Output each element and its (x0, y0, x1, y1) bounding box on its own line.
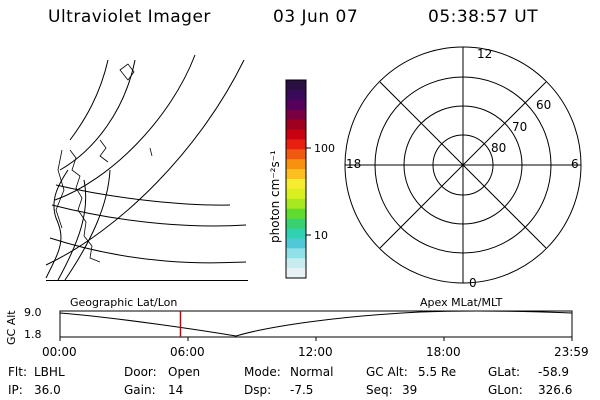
lat-label-60: 60 (536, 98, 552, 112)
colorbar-segment (286, 208, 306, 220)
seq-label: Seq: (366, 383, 393, 397)
flt-value: LBHL (34, 365, 65, 379)
seq-value: 39 (402, 383, 418, 397)
x-tick-2359: 23:59 (554, 345, 589, 359)
apex-label: Apex MLat/MLT (420, 296, 503, 309)
lat-label-80: 80 (491, 141, 507, 155)
x-tick-1200: 12:00 (298, 345, 333, 359)
x-tick-1800: 18:00 (426, 345, 461, 359)
colorbar-segment (286, 258, 306, 269)
colorbar-segment (286, 119, 306, 131)
gc-alt-axis-label: GC Alt (5, 310, 18, 345)
mlt-label-6: 6 (571, 157, 579, 171)
gc-alt-label: GC Alt: (366, 365, 408, 379)
gc-alt-value: 5.5 Re (418, 365, 457, 379)
time-readout: 05:38:57 UT (428, 7, 539, 27)
ip-label: IP: (8, 383, 23, 397)
colorbar-segment (286, 188, 306, 200)
colorbar (286, 80, 306, 279)
colorbar-segment (286, 228, 306, 239)
glat-value: -58.9 (538, 365, 570, 379)
x-tick-0000: 00:00 (42, 345, 77, 359)
glat-label: GLat: (488, 365, 521, 379)
colorbar-segment (286, 179, 306, 190)
date-readout: 03 Jun 07 (273, 7, 359, 27)
colorbar-unit-label: photon cm⁻²s⁻¹ (268, 150, 282, 243)
colorbar-segment (286, 139, 306, 150)
polar-mlt-plot (344, 46, 582, 284)
colorbar-segment (286, 99, 306, 111)
geographic-map (45, 54, 248, 281)
colorbar-segment (286, 89, 306, 101)
door-label: Door: (124, 365, 157, 379)
y-tick-1-8: 1.8 (24, 328, 42, 341)
altitude-curve (59, 310, 573, 337)
colorbar-segment (286, 169, 306, 180)
door-value: Open (168, 365, 201, 379)
colorbar-tick-100: 100 (314, 142, 335, 155)
dsp-label: Dsp: (244, 383, 272, 397)
colorbar-segment (286, 159, 306, 170)
flt-label: Flt: (8, 365, 27, 379)
ip-value: 36.0 (34, 383, 61, 397)
glon-label: GLon: (488, 383, 523, 397)
colorbar-segment (286, 109, 306, 121)
colorbar-tick-10: 10 (314, 229, 328, 242)
glon-value: 326.6 (538, 383, 573, 397)
mode-value: Normal (290, 365, 334, 379)
altitude-timeline (59, 310, 573, 341)
colorbar-segment (286, 80, 306, 91)
colorbar-segment (286, 129, 306, 140)
x-tick-0600: 06:00 (170, 345, 205, 359)
mlt-label-18: 18 (346, 157, 362, 171)
app-title: Ultraviolet Imager (48, 7, 211, 27)
colorbar-segment (286, 268, 306, 279)
colorbar-segment (286, 149, 306, 160)
geographic-label: Geographic Lat/Lon (70, 296, 178, 309)
lat-label-70: 70 (512, 120, 528, 134)
colorbar-segment (286, 238, 306, 249)
mlt-label-0: 0 (469, 276, 477, 290)
mlt-label-12: 12 (477, 47, 493, 61)
colorbar-segment (286, 198, 306, 210)
mode-label: Mode: (244, 365, 281, 379)
colorbar-segment (286, 218, 306, 230)
gain-value: 14 (168, 383, 184, 397)
gain-label: Gain: (124, 383, 156, 397)
dsp-value: -7.5 (290, 383, 314, 397)
y-tick-9: 9.0 (24, 306, 42, 319)
colorbar-segment (286, 248, 306, 259)
